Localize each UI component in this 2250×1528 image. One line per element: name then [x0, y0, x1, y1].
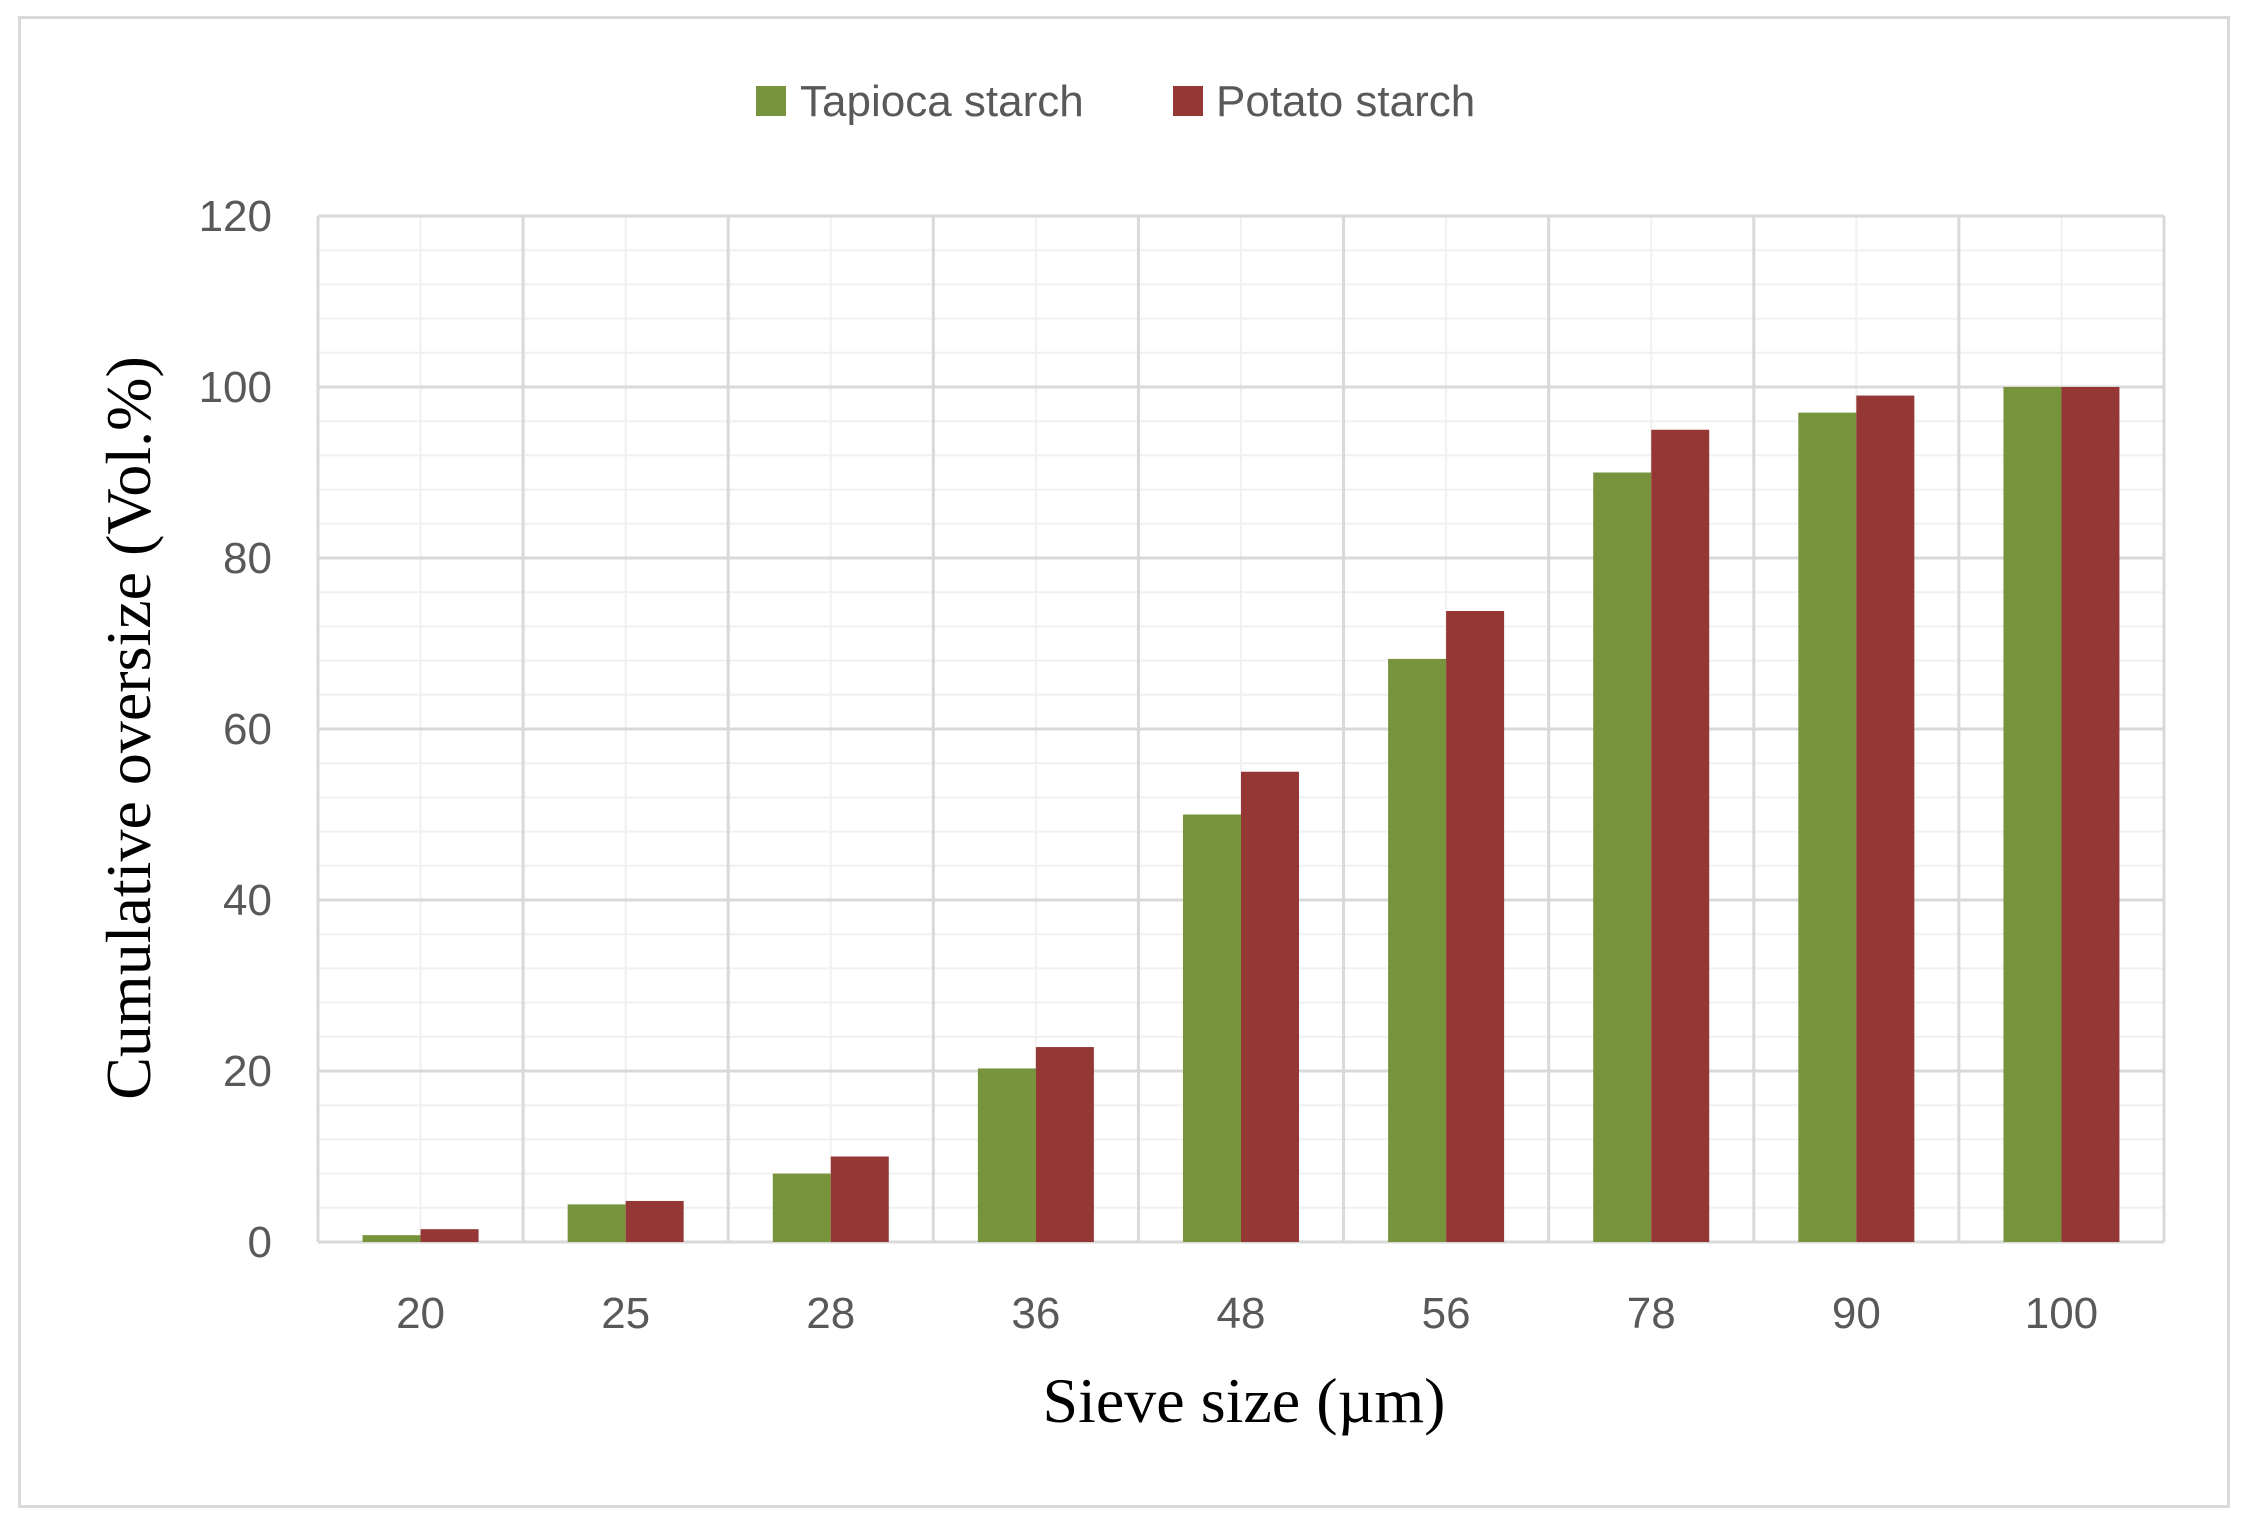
x-tick-label: 78	[1627, 1289, 1676, 1338]
bar-tapioca-starch-100	[2003, 387, 2062, 1242]
bar-tapioca-starch-36	[977, 1068, 1036, 1242]
x-tick-label: 48	[1217, 1289, 1266, 1338]
bar-potato-starch-78	[1651, 429, 1710, 1242]
x-tick-label: 100	[2025, 1289, 2098, 1338]
y-axis-ticks: 0 20 40 60 80 100 120	[199, 192, 272, 1267]
bar-potato-starch-36	[1035, 1047, 1094, 1242]
y-tick-label: 0	[248, 1218, 272, 1267]
x-tick-label: 25	[601, 1289, 650, 1338]
bar-tapioca-starch-90	[1798, 412, 1857, 1242]
bar-tapioca-starch-20	[362, 1235, 421, 1242]
bar-potato-starch-90	[1856, 395, 1915, 1242]
bar-tapioca-starch-28	[772, 1173, 831, 1242]
bar-tapioca-starch-78	[1593, 472, 1652, 1242]
legend: Tapioca starch Potato starch	[756, 77, 1475, 126]
bar-tapioca-starch-56	[1388, 658, 1447, 1242]
bar-potato-starch-48	[1241, 771, 1299, 1242]
bar-potato-starch-100	[2061, 387, 2120, 1242]
y-tick-label: 120	[199, 192, 272, 241]
y-axis-title: Cumulative oversize (Vol.%)	[93, 356, 164, 1100]
y-tick-label: 100	[199, 363, 272, 412]
x-tick-label: 90	[1832, 1289, 1881, 1338]
legend-swatch-potato-starch	[1173, 86, 1203, 116]
x-tick-label: 56	[1422, 1289, 1471, 1338]
bars	[362, 387, 2120, 1242]
x-axis-ticks: 20 25 28 36 48 56 78 90 100	[396, 1289, 2098, 1338]
x-tick-label: 20	[396, 1289, 445, 1338]
legend-swatch-tapioca-starch	[756, 86, 786, 116]
y-tick-label: 20	[223, 1047, 272, 1096]
y-tick-label: 40	[223, 876, 272, 925]
bar-potato-starch-20	[420, 1229, 479, 1242]
x-tick-label: 36	[1011, 1289, 1060, 1338]
bar-potato-starch-25	[625, 1200, 684, 1242]
x-axis-title: Sieve size (µm)	[1043, 1365, 1446, 1436]
bar-tapioca-starch-48	[1183, 814, 1241, 1242]
bar-potato-starch-56	[1446, 611, 1505, 1242]
legend-label-potato-starch: Potato starch	[1216, 77, 1475, 126]
y-tick-label: 80	[223, 534, 272, 583]
legend-label-tapioca-starch: Tapioca starch	[800, 77, 1084, 126]
y-tick-label: 60	[223, 705, 272, 754]
bar-potato-starch-28	[830, 1156, 889, 1242]
x-tick-label: 28	[806, 1289, 855, 1338]
bar-tapioca-starch-25	[567, 1204, 626, 1242]
